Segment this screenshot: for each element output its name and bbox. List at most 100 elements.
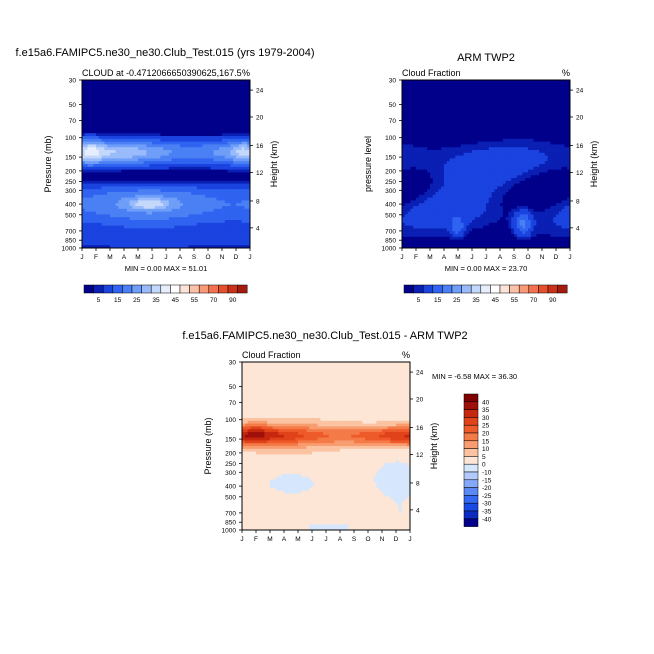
heatmap-cell bbox=[227, 94, 231, 98]
heatmap-cell bbox=[118, 91, 122, 95]
heatmap-cell bbox=[427, 122, 431, 126]
heatmap-cell bbox=[138, 144, 142, 148]
heatmap-cell bbox=[202, 138, 206, 142]
heatmap-cell bbox=[202, 80, 206, 84]
heatmap-cell bbox=[435, 169, 439, 173]
heatmap-cell bbox=[402, 225, 406, 229]
heatmap-cell bbox=[118, 203, 122, 207]
heatmap-cell bbox=[163, 161, 167, 165]
heatmap-cell bbox=[458, 180, 462, 184]
heatmap-cell bbox=[416, 214, 420, 218]
heatmap-cell bbox=[224, 152, 228, 156]
heatmap-cell bbox=[227, 147, 231, 151]
x-tick-label: S bbox=[192, 254, 197, 261]
heatmap-cell bbox=[444, 183, 448, 187]
heatmap-cell bbox=[163, 88, 167, 92]
heatmap-cell bbox=[110, 88, 114, 92]
heatmap-cell bbox=[115, 231, 119, 235]
heatmap-cell bbox=[416, 206, 420, 210]
heatmap-cell bbox=[115, 158, 119, 162]
heatmap-cell bbox=[236, 203, 240, 207]
heatmap-cell bbox=[219, 206, 223, 210]
heatmap-cell bbox=[241, 203, 245, 207]
heatmap-cell bbox=[152, 147, 156, 151]
heatmap-cell bbox=[230, 211, 234, 215]
heatmap-cell bbox=[90, 164, 94, 168]
heatmap-cell bbox=[241, 133, 245, 137]
heatmap-cell bbox=[129, 130, 133, 134]
heatmap-cell bbox=[163, 136, 167, 140]
heatmap-cell bbox=[441, 116, 445, 120]
heatmap-cell bbox=[98, 169, 102, 173]
heatmap-cell bbox=[140, 194, 144, 198]
heatmap-cell bbox=[180, 136, 184, 140]
heatmap-cell bbox=[233, 144, 237, 148]
heatmap-cell bbox=[213, 183, 217, 187]
heatmap-cell bbox=[449, 144, 453, 148]
x-tick-label: J bbox=[248, 254, 251, 261]
heatmap-cell bbox=[449, 130, 453, 134]
heatmap-cell bbox=[126, 189, 130, 193]
heatmap-cell bbox=[222, 161, 226, 165]
heatmap-cell bbox=[118, 200, 122, 204]
heatmap-cell bbox=[107, 175, 111, 179]
heatmap-cell bbox=[124, 80, 128, 84]
heatmap-cell bbox=[227, 169, 231, 173]
heatmap-cell bbox=[163, 206, 167, 210]
heatmap-cell bbox=[177, 222, 181, 226]
colorbar-swatch bbox=[150, 284, 162, 294]
heatmap-cell bbox=[138, 155, 142, 159]
heatmap-cell bbox=[118, 122, 122, 126]
heatmap-cell bbox=[199, 130, 203, 134]
heatmap-cell bbox=[427, 113, 431, 117]
heatmap-cell bbox=[241, 220, 245, 224]
heatmap-cell bbox=[154, 200, 158, 204]
heatmap-cell bbox=[90, 180, 94, 184]
heatmap-cell bbox=[157, 217, 161, 221]
heatmap-cell bbox=[177, 225, 181, 229]
heatmap-cell bbox=[202, 194, 206, 198]
heatmap-cell bbox=[157, 99, 161, 103]
heatmap-cell bbox=[90, 206, 94, 210]
heatmap-cell bbox=[154, 234, 158, 238]
heatmap-cell bbox=[177, 234, 181, 238]
heatmap-cell bbox=[180, 228, 184, 232]
heatmap-cell bbox=[124, 116, 128, 120]
heatmap-cell bbox=[174, 228, 178, 232]
heatmap-cell bbox=[402, 192, 406, 196]
heatmap-cell bbox=[180, 183, 184, 187]
heatmap-cell bbox=[110, 239, 114, 243]
heatmap-cell bbox=[118, 239, 122, 243]
heatmap-cell bbox=[430, 222, 434, 226]
heatmap-cell bbox=[247, 161, 251, 165]
heatmap-cell bbox=[146, 82, 150, 86]
heatmap-cell bbox=[199, 203, 203, 207]
heatmap-cell bbox=[82, 197, 86, 201]
heatmap-cell bbox=[418, 236, 422, 240]
heatmap-cell bbox=[96, 217, 100, 221]
heatmap-cell bbox=[177, 183, 181, 187]
heatmap-cell bbox=[410, 136, 414, 140]
heatmap-cell bbox=[438, 110, 442, 114]
heatmap-cell bbox=[191, 245, 195, 249]
heatmap-cell bbox=[418, 217, 422, 221]
heatmap-cell bbox=[202, 234, 206, 238]
heatmap-cell bbox=[435, 245, 439, 249]
heatmap-cell bbox=[441, 175, 445, 179]
heatmap-cell bbox=[238, 124, 242, 128]
heatmap-cell bbox=[196, 105, 200, 109]
heatmap-cell bbox=[424, 203, 428, 207]
heatmap-cell bbox=[435, 172, 439, 176]
heatmap-cell bbox=[202, 88, 206, 92]
heatmap-cell bbox=[432, 245, 436, 249]
heatmap-cell bbox=[449, 164, 453, 168]
heatmap-cell bbox=[182, 80, 186, 84]
heatmap-cell bbox=[455, 144, 459, 148]
heatmap-cell bbox=[107, 180, 111, 184]
heatmap-cell bbox=[202, 94, 206, 98]
heatmap-cell bbox=[180, 144, 184, 148]
heatmap-cell bbox=[247, 217, 251, 221]
heatmap-cell bbox=[241, 236, 245, 240]
heatmap-cell bbox=[208, 158, 212, 162]
heatmap-cell bbox=[146, 200, 150, 204]
